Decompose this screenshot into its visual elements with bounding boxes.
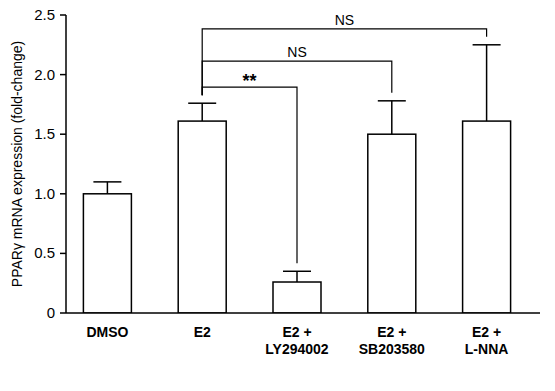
error-bar <box>283 271 311 282</box>
bars <box>83 45 510 313</box>
y-tick <box>60 193 66 195</box>
x-tick-label-line: E2 + <box>377 324 406 340</box>
y-tick-label: 1.5 <box>34 125 55 142</box>
error-bar <box>188 103 216 121</box>
y-tick-label: 2.0 <box>34 66 55 83</box>
y-tick <box>60 14 66 16</box>
bar <box>83 194 131 313</box>
significance-label: ** <box>243 71 257 91</box>
x-axis-line <box>66 312 540 314</box>
x-tick-label-line: DMSO <box>86 324 128 340</box>
significance-bracket <box>202 29 486 95</box>
y-tick <box>60 74 66 76</box>
error-cap <box>93 181 121 183</box>
error-stem <box>201 103 203 121</box>
x-tick-label: E2 <box>194 324 211 340</box>
y-tick-label: 1.0 <box>34 185 55 202</box>
y-tick <box>60 253 66 255</box>
error-cap <box>283 271 311 273</box>
x-tick-label-line: E2 <box>194 324 211 340</box>
significance-label: NS <box>335 12 354 28</box>
x-tick-label-line: SB203580 <box>359 341 425 357</box>
chart-container: 0 0.5 1.0 1.5 2.0 2.5 PPARγ mRNA expression (f… <box>0 0 555 391</box>
x-tick-label: E2 +SB203580 <box>359 324 425 357</box>
significance-bracket <box>202 87 297 263</box>
error-bar <box>378 101 406 134</box>
error-cap <box>473 44 501 46</box>
error-stem <box>107 182 109 194</box>
error-bar <box>93 182 121 194</box>
x-tick-label-line: L-NNA <box>465 341 509 357</box>
significance-bracket <box>202 61 392 95</box>
bar <box>178 121 226 313</box>
error-stem <box>486 45 488 121</box>
bar <box>368 134 416 313</box>
y-axis-label: PPARγ mRNA expression (fold-change) <box>9 41 25 287</box>
y-tick <box>60 133 66 135</box>
error-bar <box>473 45 501 121</box>
x-tick-label-line: E2 + <box>282 324 311 340</box>
y-tick-label: 0.5 <box>34 244 55 261</box>
significance-label: NS <box>287 44 306 60</box>
x-tick-label-line: LY294002 <box>265 341 329 357</box>
x-tick-label: E2 +LY294002 <box>265 324 329 357</box>
error-cap <box>378 100 406 102</box>
error-cap <box>188 102 216 104</box>
y-tick-label: 2.5 <box>34 6 55 23</box>
bar <box>273 282 321 313</box>
chart-svg: 0 0.5 1.0 1.5 2.0 2.5 PPARγ mRNA expression (f… <box>0 0 555 391</box>
y-axis-line <box>65 15 67 313</box>
x-tick-label: E2 +L-NNA <box>465 324 509 357</box>
error-stem <box>296 271 298 282</box>
x-tick-label-line: E2 + <box>472 324 501 340</box>
error-stem <box>391 101 393 134</box>
bar <box>463 121 511 313</box>
x-tick-label: DMSO <box>86 324 128 340</box>
y-tick-label: 0 <box>47 304 55 321</box>
y-tick <box>60 312 66 314</box>
